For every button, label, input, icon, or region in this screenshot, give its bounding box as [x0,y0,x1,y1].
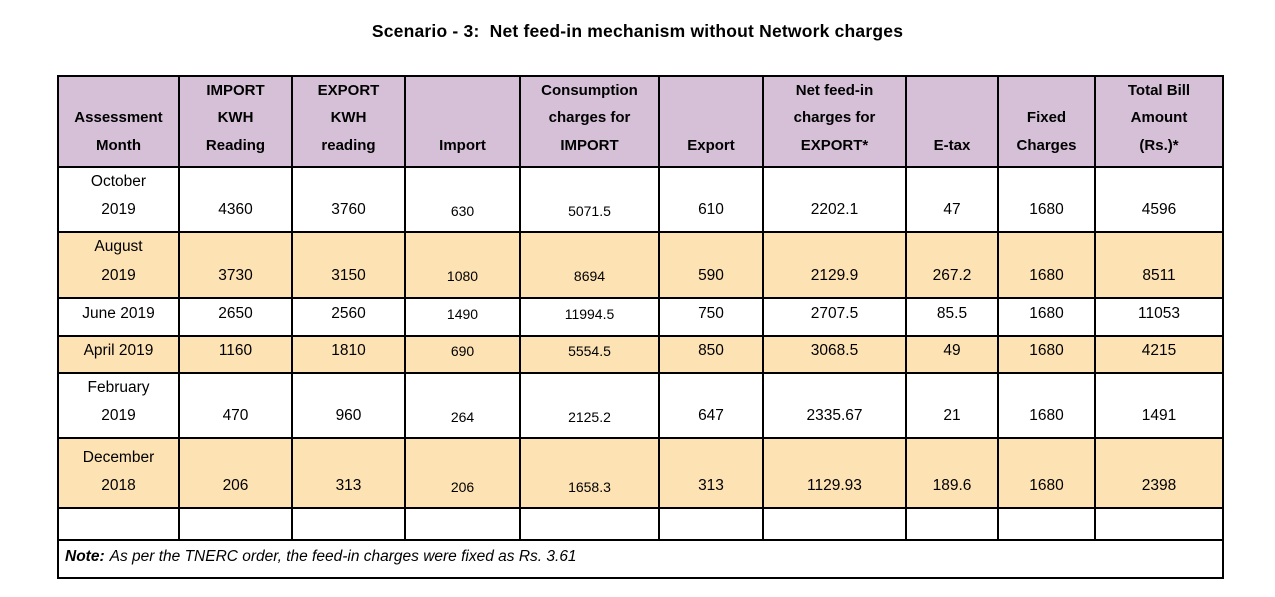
value-cell: 2398 [1094,437,1224,510]
value-cell: 1680 [997,334,1096,374]
value-cell: 750 [658,296,764,337]
spacer-cell [57,507,180,542]
value-cell: 2335.67 [762,371,907,440]
spacer-cell [905,507,999,542]
value-cell: 647 [658,371,764,440]
header-cell: Import [404,75,521,168]
value-cell: 11053 [1094,296,1224,337]
note-label: Note: [65,548,105,566]
value-cell: 850 [658,334,764,374]
value-cell: 1080 [404,231,521,299]
value-cell: 267.2 [905,231,999,299]
value-cell: 206 [178,437,293,510]
value-cell: 2707.5 [762,296,907,337]
month-cell: December 2018 [57,437,180,510]
value-cell: 1810 [291,334,406,374]
table-row: December 2018 206 313 206 1658.3 313 1129.93 18… [57,437,1224,510]
spacer-cell [519,507,660,542]
month-cell: June 2019 [57,296,180,337]
table-row: August 2019 3730 3150 1080 8694 590 2129.9 267.… [57,231,1224,299]
value-cell: 1680 [997,165,1096,234]
value-cell: 1129.93 [762,437,907,510]
value-cell: 2650 [178,296,293,337]
header-cell: Assessment Month [57,75,180,168]
spacer-row [57,507,1224,542]
header-cell: IMPORT KWH Reading [178,75,293,168]
header-cell: Consumption charges for IMPORT [519,75,660,168]
note-row: Note: As per the TNERC order, the feed-in… [57,539,1224,580]
value-cell: 5071.5 [519,165,660,234]
value-cell: 189.6 [905,437,999,510]
value-cell: 2560 [291,296,406,337]
spacer-cell [997,507,1096,542]
value-cell: 1490 [404,296,521,337]
table-row: February 2019 470 960 264 2125.2 647 2335.67 21… [57,371,1224,440]
value-cell: 2125.2 [519,371,660,440]
value-cell: 4360 [178,165,293,234]
note-cell: Note: As per the TNERC order, the feed-in… [57,539,1224,580]
spacer-cell [762,507,907,542]
month-cell: October 2019 [57,165,180,234]
value-cell: 690 [404,334,521,374]
header-cell: Export [658,75,764,168]
value-cell: 590 [658,231,764,299]
value-cell: 264 [404,371,521,440]
header-cell: EXPORT KWH reading [291,75,406,168]
header-cell: Net feed-in charges for EXPORT* [762,75,907,168]
value-cell: 3150 [291,231,406,299]
value-cell: 206 [404,437,521,510]
value-cell: 313 [291,437,406,510]
value-cell: 3760 [291,165,406,234]
spacer-cell [404,507,521,542]
value-cell: 630 [404,165,521,234]
value-cell: 2202.1 [762,165,907,234]
note-text: As per the TNERC order, the feed-in char… [109,548,577,566]
month-cell: April 2019 [57,334,180,374]
value-cell: 1680 [997,371,1096,440]
table-row: October 2019 4360 3760 630 5071.5 610 2202.1 47… [57,165,1224,234]
value-cell: 4215 [1094,334,1224,374]
table-row: June 2019 2650 2560 1490 11994.5 750 2707.5 85.… [57,296,1224,337]
value-cell: 11994.5 [519,296,660,337]
month-cell: August 2019 [57,231,180,299]
value-cell: 3730 [178,231,293,299]
spacer-cell [1094,507,1224,542]
value-cell: 1160 [178,334,293,374]
table-row: April 2019 1160 1810 690 5554.5 850 3068.5 49 16… [57,334,1224,374]
header-cell: Total Bill Amount (Rs.)* [1094,75,1224,168]
value-cell: 5554.5 [519,334,660,374]
value-cell: 21 [905,371,999,440]
month-cell: February 2019 [57,371,180,440]
value-cell: 2129.9 [762,231,907,299]
value-cell: 960 [291,371,406,440]
value-cell: 1680 [997,231,1096,299]
value-cell: 1680 [997,296,1096,337]
value-cell: 1491 [1094,371,1224,440]
header-cell: Fixed Charges [997,75,1096,168]
header-row: Assessment Month IMPORT KWH Reading EXPORT… [57,75,1224,168]
value-cell: 3068.5 [762,334,907,374]
table-body: October 2019 4360 3760 630 5071.5 610 2202.1 47… [57,165,1224,510]
billing-table: Assessment Month IMPORT KWH Reading EXPORT… [57,75,1224,580]
value-cell: 470 [178,371,293,440]
value-cell: 610 [658,165,764,234]
value-cell: 1658.3 [519,437,660,510]
value-cell: 49 [905,334,999,374]
value-cell: 1680 [997,437,1096,510]
value-cell: 8511 [1094,231,1224,299]
value-cell: 8694 [519,231,660,299]
value-cell: 313 [658,437,764,510]
spacer-cell [178,507,293,542]
spacer-cell [291,507,406,542]
page-title: Scenario - 3: Net feed-in mechanism with… [371,21,904,41]
value-cell: 85.5 [905,296,999,337]
value-cell: 4596 [1094,165,1224,234]
header-cell: E-tax [905,75,999,168]
value-cell: 47 [905,165,999,234]
spacer-cell [658,507,764,542]
